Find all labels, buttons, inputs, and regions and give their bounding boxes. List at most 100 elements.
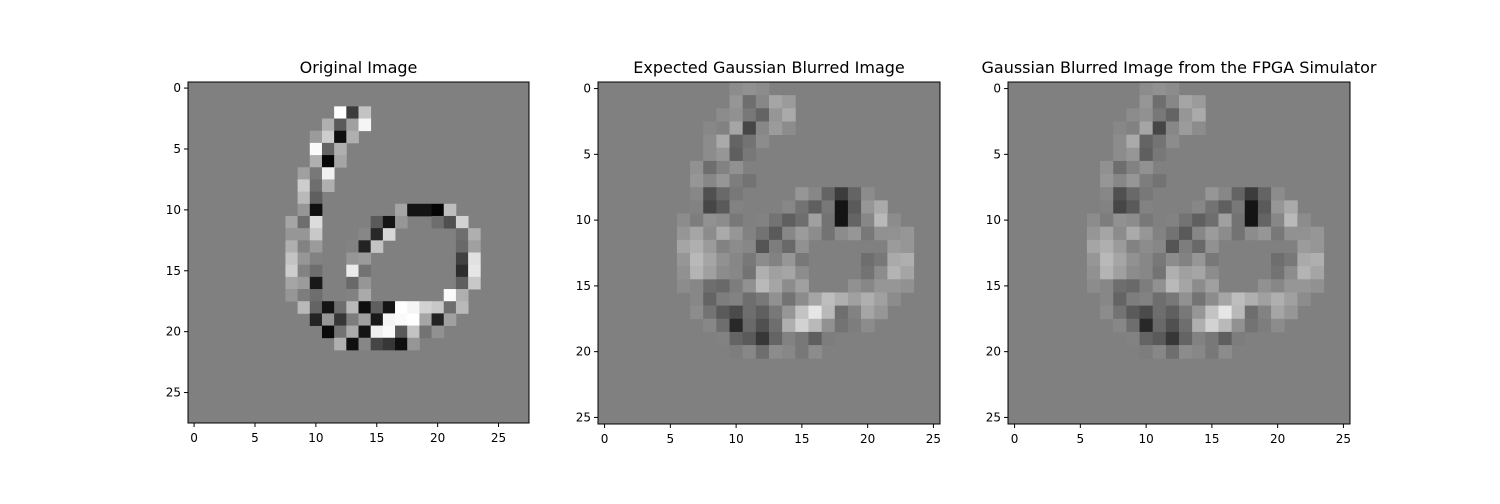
pixel-cell	[1126, 134, 1140, 149]
pixel-cell	[1100, 253, 1114, 267]
pixel-cell	[358, 325, 372, 339]
pixel-cell	[782, 121, 796, 136]
pixel-cell	[887, 279, 901, 293]
pixel-cell	[1205, 292, 1219, 307]
pixel-cell	[729, 160, 744, 175]
pixel-cell	[1192, 318, 1206, 333]
pixel-cell	[1257, 292, 1272, 307]
pixel-cell	[821, 213, 836, 228]
pixel-cell	[1179, 239, 1193, 254]
x-tick-label: 25	[926, 432, 941, 446]
pixel-cell	[370, 313, 384, 326]
pixel-cell	[795, 226, 809, 241]
pixel-cell	[309, 142, 323, 156]
pixel-cell	[1205, 318, 1219, 333]
pixel-cell	[1271, 213, 1285, 228]
pixel-cell	[1310, 266, 1325, 280]
pixel-cell	[395, 325, 408, 339]
pixel-cell	[419, 325, 432, 339]
pixel-cell	[358, 289, 372, 302]
pixel-cell	[690, 305, 704, 320]
pixel-cell	[874, 226, 888, 241]
pixel-cell	[795, 266, 809, 280]
pixel-cell	[1139, 200, 1154, 214]
pixel-cell	[795, 279, 809, 293]
pixel-cell	[703, 174, 717, 188]
pixel-cell	[690, 226, 704, 241]
pixel-cell	[1086, 266, 1101, 280]
pixel-cell	[1192, 345, 1206, 359]
pixel-cell	[1139, 292, 1154, 307]
pixel-cell	[1165, 108, 1180, 122]
pixel-cell	[729, 200, 744, 214]
pixel-cell	[729, 134, 744, 149]
x-tick-label: 20	[1270, 432, 1285, 446]
pixel-cell	[1284, 200, 1298, 214]
pixel-cell	[1310, 226, 1325, 241]
pixel-cell	[455, 276, 469, 290]
pixel-cell	[285, 240, 299, 253]
pixel-cell	[358, 276, 372, 290]
pixel-cell	[716, 187, 730, 201]
pixel-cell	[370, 228, 384, 241]
pixel-cell	[1192, 266, 1206, 280]
pixel-cell	[755, 266, 770, 280]
pixel-cell	[1244, 305, 1259, 320]
pixel-cell	[690, 292, 704, 307]
pixel-cell	[1113, 239, 1127, 254]
x-tick-label: 5	[251, 431, 259, 445]
pixel-cell	[1139, 108, 1154, 122]
pixel-cell	[407, 337, 420, 351]
pixel-cell	[1192, 200, 1206, 214]
pixel-cell	[690, 253, 704, 267]
pixel-cell	[808, 345, 823, 359]
pixel-cell	[358, 118, 372, 132]
pixel-cell	[874, 266, 888, 280]
pixel-cell	[729, 147, 744, 162]
pixel-cell	[1244, 318, 1259, 333]
pixel-cell	[1297, 279, 1311, 293]
pixel-cell	[309, 215, 323, 229]
y-tick-label: 0	[173, 81, 181, 95]
pixel-cell	[1126, 279, 1140, 293]
pixel-cell	[808, 226, 823, 241]
pixel-cell	[900, 253, 915, 267]
pixel-cell	[309, 313, 323, 326]
pixel-cell	[1244, 187, 1259, 201]
pixel-cell	[900, 279, 915, 293]
pixel-cell	[1271, 226, 1285, 241]
pixel-cell	[821, 187, 836, 201]
pixel-cell	[1139, 82, 1154, 96]
pixel-cell	[309, 301, 323, 314]
pixel-cell	[431, 313, 445, 326]
pixel-cell	[769, 108, 783, 122]
pixel-cell	[690, 200, 704, 214]
pixel-cell	[334, 325, 347, 339]
pixel-cell	[861, 226, 875, 241]
pixel-cell	[716, 239, 730, 254]
pixel-cell	[703, 279, 717, 293]
pixel-cell	[1113, 266, 1127, 280]
pixel-cell	[887, 266, 901, 280]
pixel-cell	[1126, 253, 1140, 267]
pixel-cell	[782, 292, 796, 307]
pixel-cell	[755, 239, 770, 254]
pixel-cell	[847, 226, 862, 241]
pixel-cell	[346, 118, 359, 132]
x-tick-label: 25	[1336, 432, 1351, 446]
pixel-cell	[346, 313, 359, 326]
pixel-cell	[1205, 187, 1219, 201]
pixel-cell	[1297, 253, 1311, 267]
pixel-cell	[309, 264, 323, 278]
pixel-cell	[1152, 318, 1167, 333]
pixel-cell	[769, 226, 783, 241]
pixel-cell	[346, 325, 359, 339]
pixel-cell	[1139, 160, 1154, 175]
pixel-cell	[297, 276, 311, 290]
pixel-cell	[861, 213, 875, 228]
pixel-cell	[1179, 108, 1193, 122]
pixel-cell	[1284, 253, 1298, 267]
pixel-cell	[769, 279, 783, 293]
pixel-cell	[1126, 305, 1140, 320]
